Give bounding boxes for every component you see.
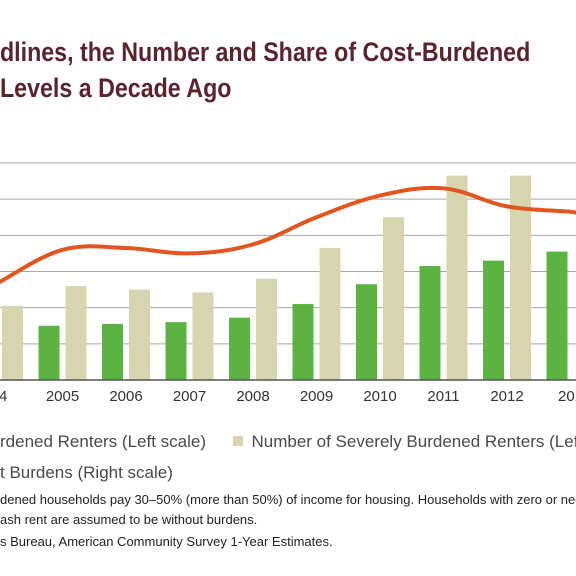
- notes-line-3: s Bureau, American Community Survey 1-Ye…: [0, 534, 333, 549]
- legend-beige-swatch: [233, 436, 244, 446]
- green-bar: [229, 317, 250, 380]
- x-tick-label: 2007: [173, 388, 206, 405]
- beige-bars: [2, 175, 531, 380]
- share-line-path: [0, 185, 576, 285]
- x-tick-label: 2008: [236, 388, 269, 405]
- green-bar: [165, 322, 187, 380]
- chart-title: dlines, the Number and Share of Cost-Bur…: [0, 34, 531, 106]
- x-tick-label: 2005: [46, 388, 79, 405]
- x-tick-label: 04: [0, 388, 7, 405]
- green-bars: [38, 251, 568, 380]
- title-line-1: dlines, the Number and Share of Cost-Bur…: [0, 37, 531, 67]
- green-bar: [38, 325, 60, 380]
- x-tick-label: 2011: [427, 388, 459, 405]
- green-bar: [546, 251, 568, 380]
- beige-bar: [192, 292, 214, 380]
- x-tick-label: 2009: [300, 388, 333, 405]
- green-bar: [419, 266, 441, 380]
- notes-line-2: ash rent are assumed to be without burde…: [0, 512, 258, 527]
- share-line: [0, 185, 576, 285]
- x-axis-labels: 04 2005 2006 2007 2008 2009 2010 2011 2012 201: [0, 388, 576, 405]
- legend-line-label: t Burdens (Right scale): [0, 463, 173, 482]
- title-line-2: Levels a Decade Ago: [0, 73, 232, 103]
- green-bar: [102, 323, 123, 380]
- beige-bar: [2, 305, 23, 380]
- x-tick-label: 2012: [490, 388, 523, 405]
- legend-beige-label: Number of Severely Burdened Renters (Lef: [251, 432, 576, 451]
- x-tick-label: 201: [558, 388, 576, 405]
- beige-bar: [65, 285, 87, 380]
- chart-area: 04 2005 2006 2007 2008 2009 2010 2011 2012 201: [0, 162, 576, 405]
- x-tick-label: 2010: [363, 388, 396, 405]
- beige-bar: [256, 278, 277, 380]
- beige-bar: [383, 217, 404, 380]
- legend-row-1: rdened Renters (Left scale) Number of Se…: [0, 430, 576, 454]
- beige-bar: [129, 289, 150, 380]
- beige-bar: [510, 175, 531, 380]
- beige-bar: [446, 175, 468, 380]
- notes-line-1: dened households pay 30–50% (more than 5…: [0, 492, 576, 507]
- legend-row-2: t Burdens (Right scale): [0, 461, 173, 485]
- x-tick-label: 2006: [109, 388, 142, 405]
- green-bar: [292, 304, 314, 380]
- green-bar: [356, 284, 377, 380]
- beige-bar: [319, 247, 341, 380]
- gridlines: [0, 162, 576, 345]
- legend-green-label: rdened Renters (Left scale): [0, 432, 206, 451]
- green-bar: [483, 260, 504, 380]
